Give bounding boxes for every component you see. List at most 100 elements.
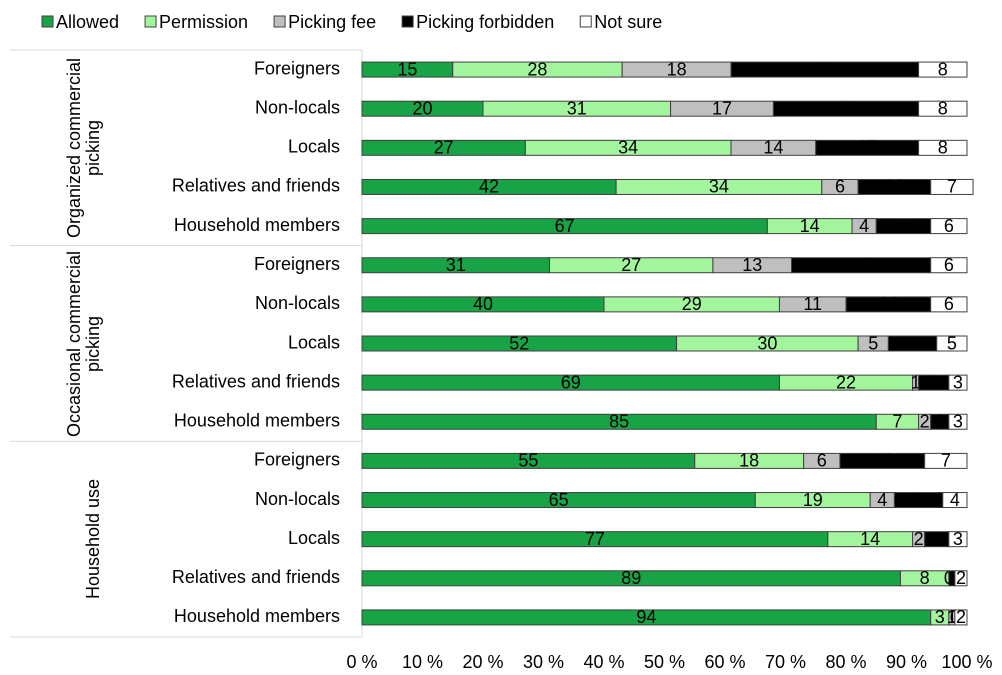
group-label: Organized commercial picking — [64, 57, 103, 238]
data-label: 19 — [803, 490, 823, 510]
data-label: 7 — [947, 177, 957, 197]
legend-swatch — [144, 15, 157, 28]
data-label: 34 — [618, 138, 638, 158]
x-tick-label: 20 % — [462, 652, 503, 672]
y-tick-label: Relatives and friends — [172, 567, 340, 587]
x-tick-label: 60 % — [704, 652, 745, 672]
bar-segment — [930, 257, 968, 274]
data-label: 1 — [911, 372, 921, 392]
x-tick-label: 80 % — [825, 652, 866, 672]
data-label: 29 — [682, 294, 702, 314]
data-label: 2 — [956, 568, 966, 588]
y-tick-label: Household members — [174, 215, 340, 235]
data-label: 85 — [609, 412, 629, 432]
bar-segment — [918, 61, 968, 78]
data-label: 24 — [836, 98, 856, 118]
data-label: 52 — [509, 333, 529, 353]
data-label: 9 — [898, 216, 908, 236]
data-label: 13 — [742, 255, 762, 275]
data-label: 8 — [938, 59, 948, 79]
data-label: 17 — [712, 98, 732, 118]
x-tick-label: 10 % — [402, 652, 443, 672]
data-label: 3 — [953, 529, 963, 549]
y-tick-label: Non-locals — [255, 293, 340, 313]
data-label: 6 — [835, 177, 845, 197]
y-tick-label: Relatives and friends — [172, 176, 340, 196]
data-label: 42 — [479, 177, 499, 197]
bar-segment — [930, 218, 968, 235]
bar-segment — [930, 296, 968, 313]
data-label: 31 — [446, 255, 466, 275]
legend-swatch — [401, 15, 414, 28]
group-label: Occasional commercial picking — [64, 250, 103, 437]
y-tick-label: Household members — [174, 411, 340, 431]
data-label: 18 — [739, 451, 759, 471]
x-tick-label: 0 % — [346, 652, 377, 672]
bar-segment — [918, 100, 968, 117]
data-label: 14 — [800, 216, 820, 236]
data-label: 4 — [932, 529, 942, 549]
data-label: 65 — [549, 490, 569, 510]
data-label: 8 — [914, 490, 924, 510]
data-label: 14 — [860, 529, 880, 549]
data-label: 67 — [555, 216, 575, 236]
data-label: 28 — [527, 59, 547, 79]
data-label: 30 — [757, 333, 777, 353]
legend-swatch — [41, 15, 54, 28]
bar-segment — [954, 609, 968, 626]
bar-segment — [930, 178, 974, 195]
data-label: 77 — [585, 529, 605, 549]
data-label: 4 — [859, 216, 869, 236]
y-tick-label: Non-locals — [255, 97, 340, 117]
y-tick-label: Locals — [288, 332, 340, 352]
data-label: 40 — [473, 294, 493, 314]
data-label: 22 — [836, 372, 856, 392]
data-label: 8 — [938, 138, 948, 158]
legend-label: Permission — [159, 12, 248, 32]
data-label: 6 — [817, 451, 827, 471]
data-label: 2 — [914, 529, 924, 549]
data-label: 4 — [950, 490, 960, 510]
legend-swatch — [579, 15, 592, 28]
data-label: 12 — [884, 177, 904, 197]
data-label: 8 — [920, 568, 930, 588]
data-label: 34 — [709, 177, 729, 197]
data-label: 5 — [947, 333, 957, 353]
x-tick-label: 100 % — [941, 652, 992, 672]
data-label: 2 — [956, 607, 966, 627]
bar-segment — [948, 531, 968, 548]
data-label: 3 — [953, 412, 963, 432]
data-label: 6 — [944, 294, 954, 314]
data-label: 7 — [892, 412, 902, 432]
bar-segment — [954, 570, 968, 587]
data-label: 3 — [953, 372, 963, 392]
data-label: 3 — [935, 607, 945, 627]
y-tick-label: Non-locals — [255, 489, 340, 509]
y-tick-label: Locals — [288, 528, 340, 548]
data-label: 20 — [412, 98, 432, 118]
y-tick-label: Foreigners — [254, 58, 340, 78]
y-tick-label: Locals — [288, 137, 340, 157]
data-label: 7 — [941, 451, 951, 471]
y-tick-label: Foreigners — [254, 254, 340, 274]
data-label: 8 — [908, 333, 918, 353]
data-label: 23 — [851, 255, 871, 275]
data-label: 55 — [518, 451, 538, 471]
x-tick-label: 50 % — [644, 652, 685, 672]
bar-segment — [948, 374, 968, 391]
data-label: 31 — [567, 98, 587, 118]
data-label: 5 — [929, 372, 939, 392]
legend-label: Not sure — [594, 12, 662, 32]
data-label: 2 — [920, 412, 930, 432]
x-tick-label: 70 % — [765, 652, 806, 672]
data-label: 4 — [877, 490, 887, 510]
data-label: 15 — [397, 59, 417, 79]
group-label: Household use — [83, 479, 103, 600]
data-label: 1 — [947, 607, 957, 627]
y-tick-label: Foreigners — [254, 450, 340, 470]
bar-segment — [942, 492, 968, 509]
data-label: 69 — [561, 372, 581, 392]
x-tick-label: 90 % — [886, 652, 927, 672]
